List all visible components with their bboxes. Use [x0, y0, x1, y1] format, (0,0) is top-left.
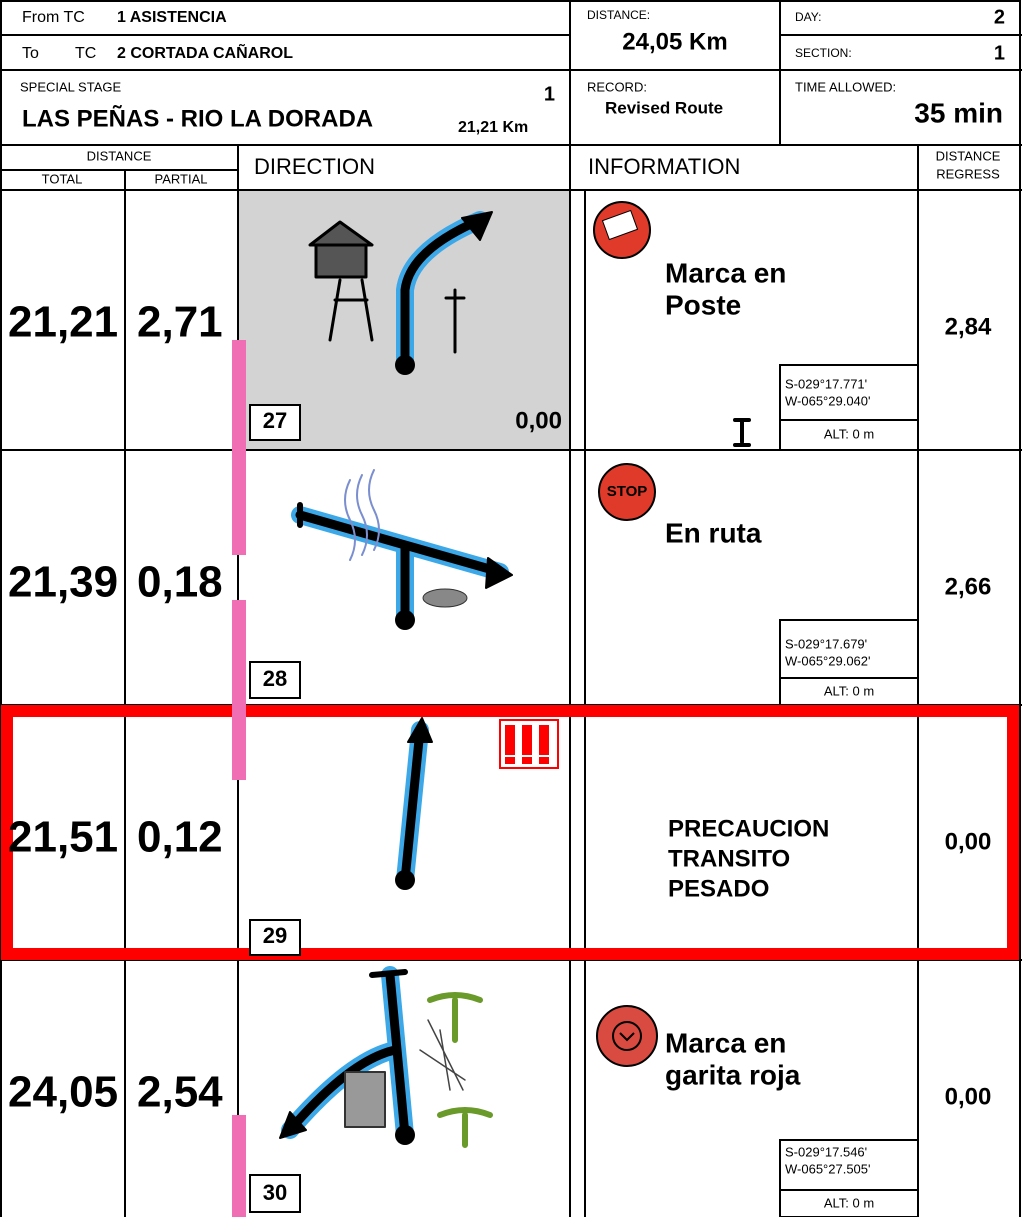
number-boxes [249, 404, 301, 1213]
info-icons [593, 201, 658, 1067]
stage-name: LAS PEÑAS - RIO LA DORADA [22, 104, 373, 132]
total-distance: 21,21 [8, 298, 118, 347]
caution-frame [1, 705, 1019, 960]
text-layer: From TC 1 ASISTENCIA To TC 2 CORTADA CAÑAROL… [8, 6, 1005, 1210]
coordinates: W-065°27.505' [785, 1161, 871, 1176]
to-label: To [22, 45, 39, 62]
info-text: Marca en [665, 1027, 786, 1058]
info-text: TRANSITO [668, 845, 790, 872]
col-direction: DIRECTION [254, 154, 375, 179]
stage-length: 21,21 Km [458, 119, 528, 136]
col-total: TOTAL [42, 171, 83, 186]
coordinates: S-029°17.771' [785, 376, 867, 391]
total-distance: 24,05 [8, 1068, 118, 1117]
note-number: 30 [263, 1180, 287, 1205]
record-value: Revised Route [605, 98, 723, 117]
info-text: garita roja [665, 1059, 801, 1090]
col-information: INFORMATION [588, 154, 740, 179]
col-regress: DISTANCE [936, 148, 1001, 163]
from-label: From TC [22, 9, 85, 26]
route-drawings [279, 211, 751, 1148]
altitude: ALT: 0 m [824, 426, 874, 441]
info-text: PESADO [668, 875, 769, 902]
info-text: PRECAUCION [668, 815, 829, 842]
info-text: Poste [665, 289, 741, 320]
day-value: 2 [994, 6, 1005, 28]
section-label: SECTION: [795, 46, 852, 60]
day-label: DAY: [795, 10, 821, 24]
to-value: 2 CORTADA CAÑAROL [117, 42, 293, 62]
icon-label: STOP [607, 483, 648, 500]
coordinates: W-065°29.040' [785, 393, 871, 408]
total-distance: 21,39 [8, 558, 118, 607]
coordinates: W-065°29.062' [785, 653, 871, 668]
regress-distance: 2,66 [945, 573, 992, 600]
total-distance: 21,51 [8, 813, 118, 862]
to-tc: TC [75, 45, 96, 62]
partial-distance: 2,54 [137, 1068, 223, 1117]
col-partial: PARTIAL [155, 171, 208, 186]
special-stage-label: SPECIAL STAGE [20, 79, 121, 94]
note-number: 28 [263, 666, 287, 691]
coordinates: S-029°17.546' [785, 1144, 867, 1159]
partial-distance: 0,12 [137, 813, 223, 862]
coordinates: S-029°17.679' [785, 636, 867, 651]
regress-distance: 2,84 [945, 313, 992, 340]
record-label: RECORD: [587, 79, 647, 94]
info-text: En ruta [665, 517, 762, 548]
col-distance: DISTANCE [87, 148, 152, 163]
note-number: 29 [263, 923, 287, 948]
caution-icon [499, 719, 559, 769]
note-number: 27 [263, 408, 287, 433]
from-value: 1 ASISTENCIA [117, 9, 227, 26]
partial-distance: 2,71 [137, 298, 223, 347]
distance-label: DISTANCE: [587, 8, 650, 22]
regress-distance: 0,00 [945, 1083, 992, 1110]
col-regress: REGRESS [936, 166, 1000, 181]
time-label: TIME ALLOWED: [795, 79, 896, 94]
distance-value: 24,05 Km [622, 28, 727, 55]
partial-distance: 0,18 [137, 558, 223, 607]
altitude: ALT: 0 m [824, 1195, 874, 1210]
special-stage-value: 1 [544, 83, 555, 105]
pink-bar [232, 340, 246, 1217]
altitude: ALT: 0 m [824, 683, 874, 698]
section-value: 1 [994, 42, 1005, 64]
info-text: Marca en [665, 257, 786, 288]
time-value: 35 min [914, 97, 1003, 128]
regress-distance: 0,00 [945, 828, 992, 855]
direction-distance: 0,00 [515, 407, 562, 434]
